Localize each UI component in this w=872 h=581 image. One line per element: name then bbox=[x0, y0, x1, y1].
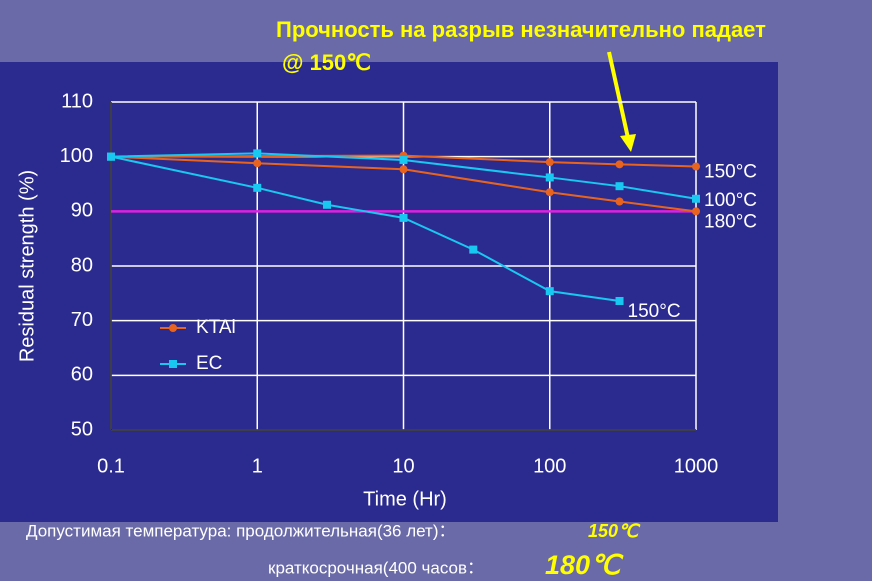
marker bbox=[107, 152, 115, 161]
marker bbox=[615, 160, 624, 169]
marker bbox=[399, 165, 408, 174]
marker bbox=[545, 287, 554, 296]
series-line bbox=[110, 155, 697, 213]
y-tick-label: 60 bbox=[71, 364, 93, 386]
series-label: 150°C bbox=[704, 162, 757, 183]
marker bbox=[615, 197, 624, 206]
y-tick-label: 90 bbox=[71, 200, 93, 222]
marker bbox=[615, 296, 624, 305]
marker bbox=[253, 183, 262, 192]
marker bbox=[399, 155, 408, 164]
marker bbox=[253, 149, 262, 158]
marker bbox=[692, 207, 700, 216]
marker bbox=[253, 159, 262, 168]
marker bbox=[323, 200, 332, 209]
marker bbox=[399, 213, 408, 222]
x-tick-label: 1 bbox=[252, 455, 263, 477]
marker bbox=[469, 245, 478, 254]
series-label: 100°C bbox=[704, 190, 757, 211]
marker bbox=[545, 188, 554, 197]
series-label: 150°C bbox=[628, 301, 681, 322]
marker bbox=[545, 173, 554, 182]
legend-marker bbox=[169, 360, 177, 368]
arrow-head bbox=[620, 134, 636, 152]
arrow bbox=[607, 51, 630, 139]
series-label: 180°C bbox=[704, 211, 757, 232]
footer-value: 150℃ bbox=[588, 521, 641, 541]
footer-value: 180℃ bbox=[545, 550, 624, 580]
marker bbox=[615, 182, 624, 191]
footer-text: краткосрочная(400 часов： bbox=[268, 558, 484, 577]
marker bbox=[545, 158, 554, 167]
y-tick-label: 50 bbox=[71, 418, 93, 440]
series-line bbox=[110, 152, 697, 200]
legend-label: KTAl bbox=[196, 317, 236, 338]
y-axis-title: Residual strength (%) bbox=[16, 170, 38, 362]
annotation-sub: @ 150℃ bbox=[282, 50, 371, 75]
y-tick-label: 100 bbox=[60, 145, 93, 167]
y-tick-label: 80 bbox=[71, 254, 93, 276]
annotation: Прочность на разрыв незначительно падает bbox=[276, 17, 766, 42]
x-tick-label: 0.1 bbox=[97, 455, 125, 477]
marker bbox=[692, 162, 700, 171]
y-tick-label: 70 bbox=[71, 309, 93, 331]
legend-label: EC bbox=[196, 353, 222, 374]
x-tick-label: 1000 bbox=[674, 455, 719, 477]
footer-text: Допустимая температура: продолжительная(… bbox=[26, 521, 456, 540]
legend-marker bbox=[169, 324, 177, 332]
x-tick-label: 10 bbox=[392, 455, 414, 477]
marker bbox=[692, 194, 700, 203]
chart-panel bbox=[0, 62, 778, 522]
x-axis-title: Time (Hr) bbox=[363, 488, 447, 510]
y-tick-label: 110 bbox=[61, 90, 93, 112]
x-tick-label: 100 bbox=[533, 455, 566, 477]
